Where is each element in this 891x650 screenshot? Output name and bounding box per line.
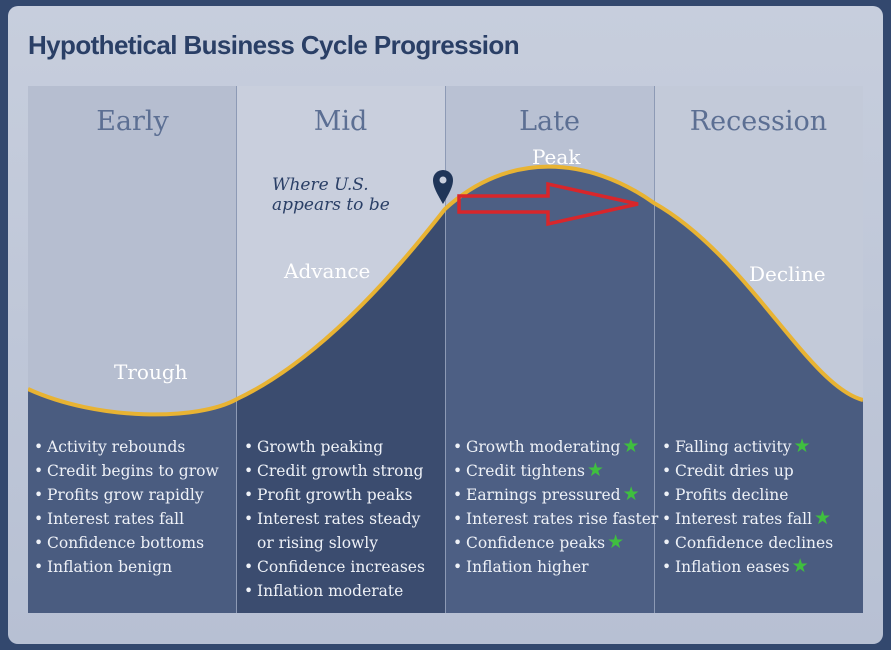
list-item: Falling activity★ bbox=[662, 435, 833, 459]
list-item: Confidence increases bbox=[244, 555, 425, 579]
star-icon: ★ bbox=[622, 435, 640, 457]
list-item: Credit dries up bbox=[662, 459, 833, 483]
list-item: Earnings pressured★ bbox=[453, 483, 658, 507]
list-item-text: Growth moderating bbox=[466, 438, 621, 456]
list-item: Interest rates fall bbox=[34, 507, 219, 531]
phase-label-late: Late bbox=[519, 106, 580, 137]
list-item: Inflation eases★ bbox=[662, 555, 833, 579]
list-item: Confidence declines bbox=[662, 531, 833, 555]
location-annotation: Where U.S. appears to be bbox=[272, 175, 390, 215]
list-item-text: Credit tightens bbox=[466, 462, 585, 480]
list-item: Growth moderating★ bbox=[453, 435, 658, 459]
star-icon: ★ bbox=[814, 507, 832, 529]
curve-label-advance: Advance bbox=[284, 259, 371, 283]
location-pin-icon bbox=[433, 170, 453, 204]
red-arrow-shape bbox=[457, 181, 639, 227]
list-item-text: Earnings pressured bbox=[466, 486, 621, 504]
bullet-list-early: Activity rebounds Credit begins to grow … bbox=[34, 435, 219, 579]
list-item: Interest rates steady bbox=[244, 507, 425, 531]
bullet-list-mid: Growth peaking Credit growth strong Prof… bbox=[244, 435, 425, 603]
list-item: Inflation benign bbox=[34, 555, 219, 579]
list-item: Activity rebounds bbox=[34, 435, 219, 459]
star-icon: ★ bbox=[607, 531, 625, 553]
list-item: Interest rates fall★ bbox=[662, 507, 833, 531]
list-item-text: Falling activity bbox=[675, 438, 792, 456]
list-item: Profits grow rapidly bbox=[34, 483, 219, 507]
diagram-title: Hypothetical Business Cycle Progression bbox=[28, 30, 520, 60]
star-icon: ★ bbox=[622, 483, 640, 505]
list-item: Credit tightens★ bbox=[453, 459, 658, 483]
list-item: Profits decline bbox=[662, 483, 833, 507]
list-item: Inflation moderate bbox=[244, 579, 425, 603]
list-item: Interest rates rise faster bbox=[453, 507, 658, 531]
curve-label-decline: Decline bbox=[749, 262, 826, 286]
phase-label-recession: Recession bbox=[689, 106, 828, 137]
star-icon: ★ bbox=[791, 555, 809, 577]
curve-label-trough: Trough bbox=[114, 360, 188, 384]
list-item: Confidence peaks★ bbox=[453, 531, 658, 555]
bullet-list-recession: Falling activity★ Credit dries up Profit… bbox=[662, 435, 833, 579]
curve-label-peak: Peak bbox=[532, 145, 581, 169]
list-item-text: Interest rates fall bbox=[675, 510, 813, 528]
list-item: Profit growth peaks bbox=[244, 483, 425, 507]
list-item: Confidence bottoms bbox=[34, 531, 219, 555]
list-item: Credit begins to grow bbox=[34, 459, 219, 483]
list-item: Growth peaking bbox=[244, 435, 425, 459]
cycle-panel: Early Mid Late Recession Trough Advance … bbox=[28, 86, 863, 613]
list-item: Inflation higher bbox=[453, 555, 658, 579]
list-item-text: Confidence peaks bbox=[466, 534, 606, 552]
cycle-curve-line bbox=[28, 164, 863, 417]
bullet-list-late: Growth moderating★ Credit tightens★ Earn… bbox=[453, 435, 658, 579]
list-item-text: Inflation eases bbox=[675, 558, 790, 576]
phase-label-mid: Mid bbox=[313, 106, 368, 137]
star-icon: ★ bbox=[586, 459, 604, 481]
phase-label-early: Early bbox=[96, 106, 169, 137]
list-item-continuation: or rising slowly bbox=[257, 534, 379, 552]
star-icon: ★ bbox=[793, 435, 811, 457]
list-item: Credit growth strong bbox=[244, 459, 425, 483]
